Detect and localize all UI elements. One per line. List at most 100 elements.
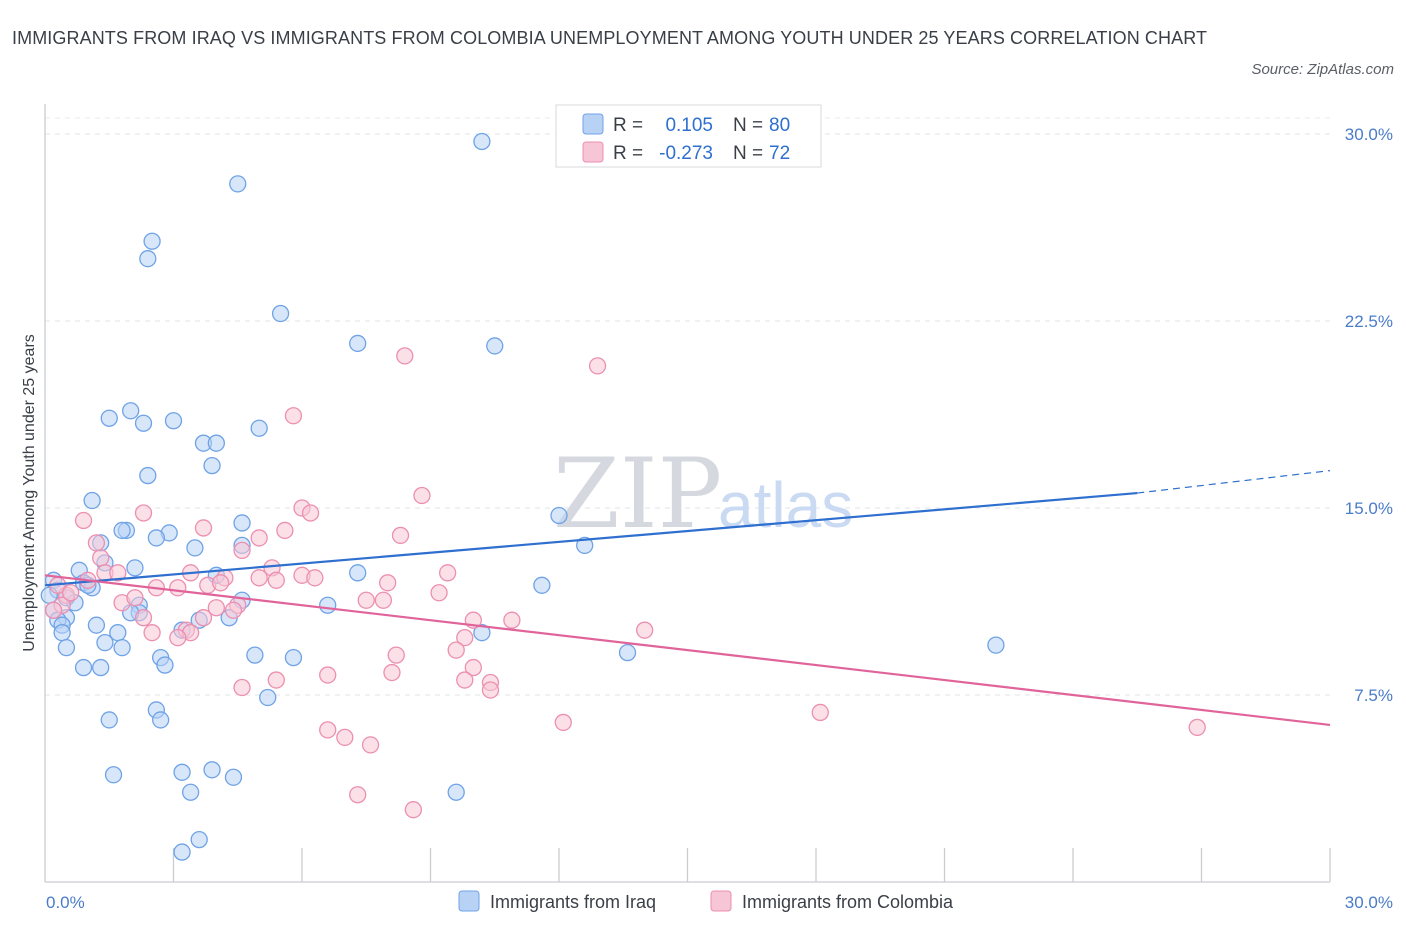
point-colombia-38 xyxy=(44,601,63,619)
legend-n-value-iraq: 80 xyxy=(769,115,790,136)
point-iraq-8 xyxy=(100,409,118,427)
legend-r-label-colombia: R = xyxy=(613,143,643,164)
point-iraq-52 xyxy=(53,624,71,642)
point-iraq-13 xyxy=(207,434,225,452)
point-colombia-44 xyxy=(143,624,161,642)
legend-swatch-iraq xyxy=(582,113,604,135)
point-colombia-50 xyxy=(387,646,405,664)
y-axis-label: Unemployment Among Youth under 25 years xyxy=(21,334,38,652)
y-tick-label-1: 15.0% xyxy=(1345,499,1393,518)
point-colombia-65 xyxy=(349,786,367,804)
legend-swatch-colombia xyxy=(582,141,604,163)
point-iraq-72 xyxy=(173,763,191,781)
point-iraq-18 xyxy=(233,514,251,532)
point-colombia-32 xyxy=(374,591,393,609)
point-iraq-56 xyxy=(96,633,114,652)
point-iraq-70 xyxy=(151,711,170,729)
point-colombia-6 xyxy=(134,504,153,522)
point-colombia-42 xyxy=(503,611,521,629)
point-colombia-5 xyxy=(301,504,320,522)
trendlines xyxy=(44,470,1331,727)
point-iraq-66 xyxy=(156,656,174,674)
point-iraq-76 xyxy=(447,783,465,801)
point-iraq-14 xyxy=(203,456,221,475)
point-colombia-58 xyxy=(233,678,251,697)
point-iraq-50 xyxy=(87,616,106,634)
point-iraq-30 xyxy=(349,564,367,582)
point-colombia-25 xyxy=(379,574,397,592)
point-colombia-31 xyxy=(357,591,375,609)
point-iraq-42 xyxy=(319,596,337,614)
point-colombia-14 xyxy=(92,549,110,567)
point-iraq-74 xyxy=(224,768,243,786)
point-iraq-22 xyxy=(147,529,166,547)
axes xyxy=(44,104,1331,883)
point-colombia-27 xyxy=(169,579,187,597)
point-colombia-63 xyxy=(336,728,354,747)
point-iraq-78 xyxy=(173,843,191,861)
point-colombia-29 xyxy=(430,584,448,602)
point-iraq-77 xyxy=(190,830,208,849)
point-colombia-2 xyxy=(284,407,303,425)
point-colombia-62 xyxy=(319,721,337,739)
data-points xyxy=(40,132,1206,861)
point-iraq-10 xyxy=(164,412,183,430)
point-colombia-13 xyxy=(233,541,251,560)
point-colombia-3 xyxy=(413,486,431,505)
point-iraq-6 xyxy=(486,337,504,355)
point-colombia-48 xyxy=(636,621,654,639)
point-iraq-67 xyxy=(259,688,277,707)
legend-r-value-colombia: -0.273 xyxy=(659,143,713,164)
point-colombia-39 xyxy=(134,609,153,627)
series-legend-label-iraq: Immigrants from Iraq xyxy=(490,892,656,912)
watermark-atlas: atlas xyxy=(718,469,853,541)
point-colombia-59 xyxy=(811,703,829,722)
point-iraq-58 xyxy=(57,638,76,657)
point-colombia-47 xyxy=(456,629,474,647)
point-iraq-28 xyxy=(126,559,144,577)
point-colombia-68 xyxy=(62,584,80,602)
x-tick-label-1: 30.0% xyxy=(1345,893,1393,912)
point-colombia-17 xyxy=(438,564,457,582)
series-legend-swatch-colombia xyxy=(710,890,732,912)
point-colombia-56 xyxy=(267,671,285,689)
point-iraq-62 xyxy=(246,646,264,664)
point-iraq-15 xyxy=(139,466,157,485)
y-tick-label-0: 7.5% xyxy=(1354,686,1393,705)
point-colombia-21 xyxy=(306,569,324,587)
y-tick-labels: 7.5% 15.0% 22.5% 30.0% xyxy=(1345,125,1393,705)
point-colombia-22 xyxy=(250,569,268,587)
legend-n-label-iraq: N = xyxy=(733,115,763,136)
point-colombia-36 xyxy=(224,601,243,619)
point-iraq-69 xyxy=(100,711,118,729)
point-colombia-34 xyxy=(207,599,225,617)
point-iraq-0 xyxy=(473,132,491,151)
point-colombia-61 xyxy=(1188,718,1206,737)
point-colombia-64 xyxy=(361,736,380,754)
point-colombia-0 xyxy=(396,347,414,365)
point-colombia-53 xyxy=(319,666,337,684)
point-colombia-51 xyxy=(464,658,482,677)
point-iraq-4 xyxy=(271,304,290,323)
watermark: ZIP atlas xyxy=(553,438,853,550)
point-colombia-57 xyxy=(481,681,500,699)
point-iraq-11 xyxy=(250,419,268,437)
point-iraq-75 xyxy=(181,783,200,801)
point-colombia-40 xyxy=(194,609,213,627)
point-iraq-7 xyxy=(122,402,140,420)
point-iraq-16 xyxy=(83,491,101,510)
point-iraq-5 xyxy=(349,334,367,353)
point-colombia-46 xyxy=(169,629,187,647)
point-iraq-20 xyxy=(113,521,131,540)
point-iraq-9 xyxy=(134,414,153,432)
point-colombia-11 xyxy=(250,529,268,547)
point-iraq-26 xyxy=(576,536,594,555)
legend-r-value-iraq: 0.105 xyxy=(665,115,713,136)
series-legend: Immigrants from Iraq Immigrants from Col… xyxy=(458,890,954,912)
point-colombia-18 xyxy=(109,564,127,582)
trendline-extension-iraq xyxy=(1137,470,1331,494)
point-colombia-49 xyxy=(447,641,465,659)
point-iraq-24 xyxy=(186,539,204,557)
point-colombia-60 xyxy=(554,713,572,732)
chart-source: Source: ZipAtlas.com xyxy=(1251,61,1394,78)
